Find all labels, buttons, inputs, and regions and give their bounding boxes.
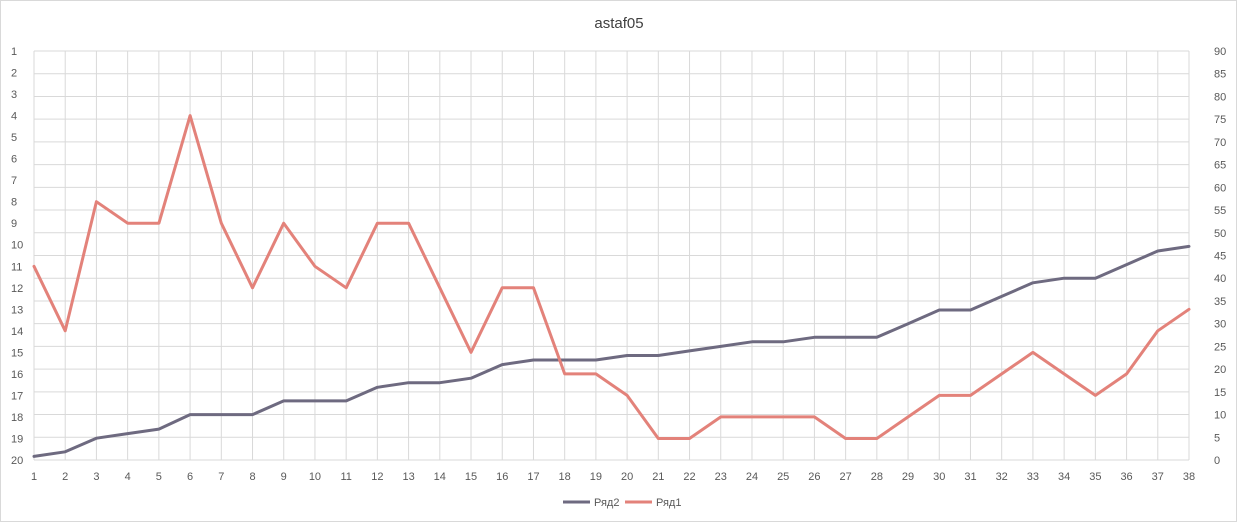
series-line-2 [32,114,1191,440]
right-tick-label: 85 [1214,69,1226,81]
right-tick-label: 20 [1214,364,1226,376]
x-tick-label: 36 [1120,471,1132,483]
chart-title: astaf05 [594,15,643,32]
legend-label: Ряд2 [594,497,619,509]
x-tick-label: 24 [746,471,758,483]
right-tick-label: 60 [1214,182,1226,194]
x-tick-label: 37 [1152,471,1164,483]
x-tick-label: 31 [964,471,976,483]
right-tick-label: 80 [1214,91,1226,103]
x-tick-label: 22 [683,471,695,483]
left-tick-label: 10 [11,240,23,252]
x-tick-label: 7 [218,471,224,483]
x-tick-label: 14 [434,471,446,483]
left-tick-label: 7 [11,175,17,187]
right-tick-label: 50 [1214,228,1226,240]
x-tick-label: 2 [62,471,68,483]
left-tick-label: 6 [11,154,17,166]
right-tick-label: 0 [1214,455,1220,467]
left-tick-label: 5 [11,132,17,144]
left-tick-label: 19 [11,433,23,445]
left-tick-label: 16 [11,369,23,381]
x-tick-label: 6 [187,471,193,483]
x-tick-label: 13 [402,471,414,483]
x-tick-label: 5 [156,471,162,483]
x-tick-label: 21 [652,471,664,483]
left-tick-label: 2 [11,68,17,80]
right-tick-label: 35 [1214,296,1226,308]
right-tick-label: 40 [1214,273,1226,285]
right-tick-label: 10 [1214,410,1226,422]
left-tick-label: 12 [11,283,23,295]
left-tick-label: 17 [11,390,23,402]
gridlines [33,50,1190,461]
left-tick-label: 14 [11,326,23,338]
right-tick-label: 65 [1214,160,1226,172]
right-tick-label: 15 [1214,387,1226,399]
left-tick-label: 9 [11,218,17,230]
x-tick-label: 3 [93,471,99,483]
right-tick-label: 45 [1214,251,1226,263]
right-tick-label: 5 [1214,432,1220,444]
x-tick-label: 35 [1089,471,1101,483]
x-tick-label: 12 [371,471,383,483]
x-tick-label: 20 [621,471,633,483]
x-tick-label: 34 [1058,471,1070,483]
x-tick-label: 16 [496,471,508,483]
right-tick-label: 55 [1214,205,1226,217]
legend: Ряд2 Ряд1 [563,497,681,509]
x-tick-label: 15 [465,471,477,483]
right-tick-label: 70 [1214,137,1226,149]
left-tick-label: 20 [11,455,23,467]
x-tick-label: 23 [715,471,727,483]
left-tick-label: 18 [11,412,23,424]
x-tick-label: 30 [933,471,945,483]
x-tick-label: 27 [839,471,851,483]
right-tick-label: 75 [1214,114,1226,126]
x-tick-label: 28 [871,471,883,483]
x-tick-label: 26 [808,471,820,483]
x-tick-label: 19 [590,471,602,483]
left-tick-label: 8 [11,197,17,209]
x-tick-label: 25 [777,471,789,483]
x-axis-ticks: 1 2 3 4 5 6 7 8 9 10 11 12 13 14 15 16 17 18 19 20 21 22 23 24 2… [31,471,1195,483]
x-tick-label: 1 [31,471,37,483]
right-tick-label: 25 [1214,341,1226,353]
right-tick-label: 30 [1214,319,1226,331]
x-tick-label: 17 [527,471,539,483]
series-lines [32,114,1191,458]
legend-label: Ряд1 [656,497,681,509]
left-tick-label: 15 [11,347,23,359]
left-tick-label: 1 [11,46,17,58]
left-tick-label: 4 [11,111,17,123]
x-tick-label: 10 [309,471,321,483]
x-tick-label: 33 [1027,471,1039,483]
left-tick-label: 11 [11,261,22,273]
x-tick-label: 11 [340,471,351,483]
x-tick-label: 9 [281,471,287,483]
right-axis-ticks: 0 5 10 15 20 25 30 35 40 45 50 55 60 65 70 75 80 85 90 [1214,46,1226,467]
series-line-1 [32,244,1191,458]
x-tick-label: 29 [902,471,914,483]
left-tick-label: 13 [11,304,23,316]
left-tick-label: 3 [11,89,17,101]
x-tick-label: 4 [125,471,131,483]
right-tick-label: 90 [1214,46,1226,58]
x-tick-label: 38 [1183,471,1195,483]
x-tick-label: 32 [996,471,1008,483]
x-tick-label: 8 [249,471,255,483]
x-tick-label: 18 [559,471,571,483]
